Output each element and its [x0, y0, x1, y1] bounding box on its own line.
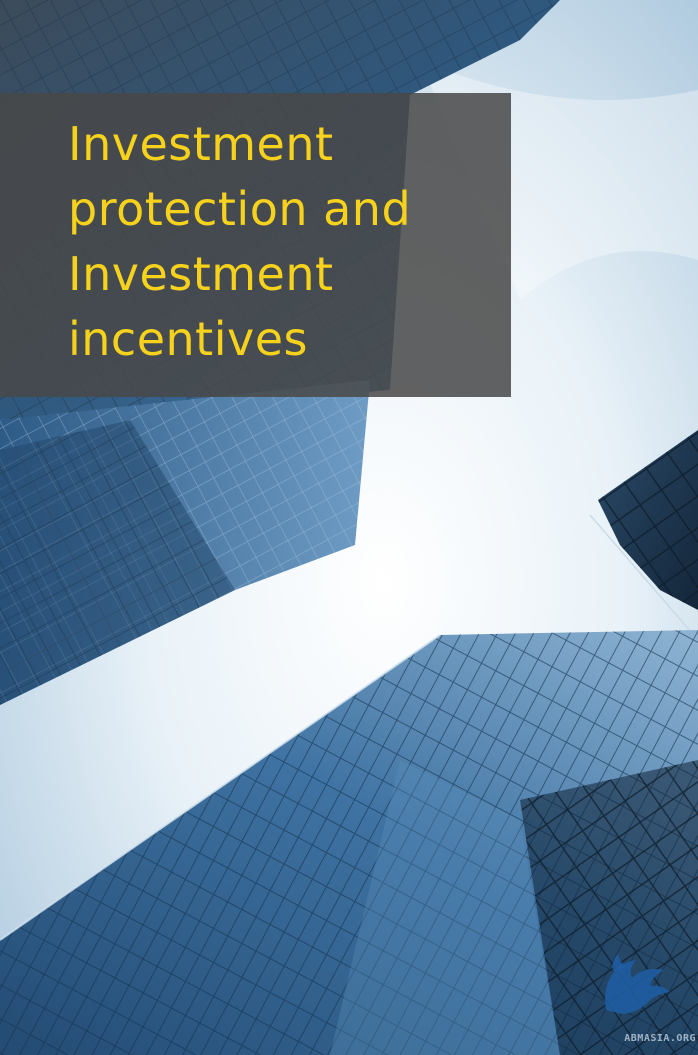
watermark-text: ABMASIA.ORG	[624, 1033, 696, 1044]
title-panel	[0, 93, 511, 397]
title-line-1: Investment	[68, 117, 334, 171]
title-line-2: protection and	[68, 182, 412, 236]
title-line-4: incentives	[68, 312, 308, 366]
watermark: ABMASIA.ORG	[592, 948, 696, 1048]
title-line-3: Investment	[68, 247, 334, 301]
horse-emblem-icon	[605, 954, 670, 1014]
cover-title: Investment protection and Investment inc…	[68, 112, 498, 372]
